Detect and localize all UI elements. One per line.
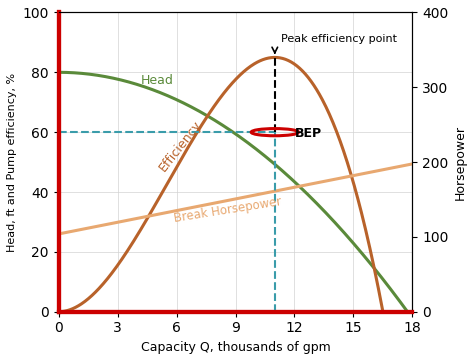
Text: Efficiency: Efficiency	[157, 118, 205, 174]
Text: Break Horsepower: Break Horsepower	[173, 195, 282, 225]
Y-axis label: Head, ft and Pump efficiency, %: Head, ft and Pump efficiency, %	[7, 73, 17, 252]
Text: Head: Head	[141, 74, 174, 87]
Text: BEP: BEP	[294, 127, 321, 140]
Y-axis label: Horsepower: Horsepower	[454, 125, 467, 200]
X-axis label: Capacity Q, thousands of gpm: Capacity Q, thousands of gpm	[141, 341, 330, 354]
Text: Peak efficiency point: Peak efficiency point	[281, 34, 397, 44]
